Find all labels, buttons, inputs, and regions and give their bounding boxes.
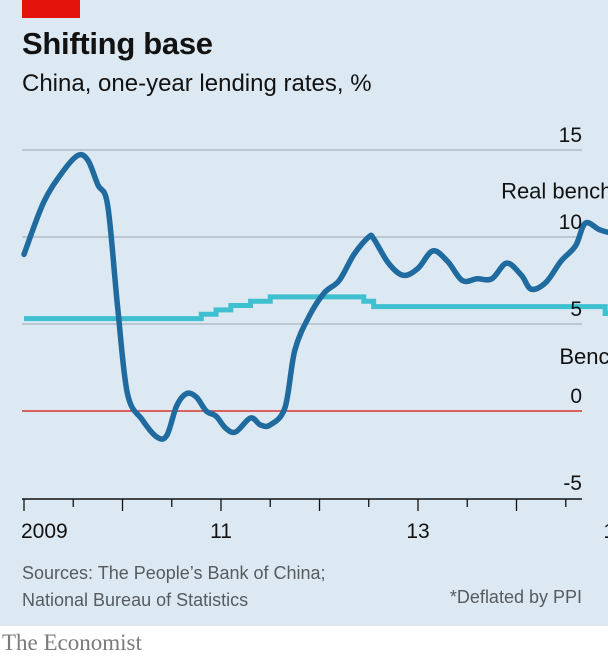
x-tick-label: 15 [603, 520, 608, 543]
chart-subtitle: China, one-year lending rates, % [22, 70, 372, 97]
benchmark-label: Benchmark [559, 344, 608, 369]
y-tick-label: 15 [559, 124, 582, 147]
footnote: *Deflated by PPI [449, 587, 582, 607]
chart-sources: Sources: The People’s Bank of China; Nat… [22, 560, 326, 614]
x-tick-label: 13 [406, 520, 429, 543]
real-benchmark-label: Real benchmark* [501, 179, 608, 204]
y-tick-label: 10 [559, 211, 582, 234]
sources-line-2: National Bureau of Statistics [22, 590, 249, 610]
x-tick-label: 11 [210, 520, 232, 543]
x-tick-label: 2009 [21, 520, 68, 543]
chart-card [0, 0, 608, 626]
publisher-logo: The Economist [2, 630, 142, 655]
chart-title: Shifting base [22, 26, 213, 61]
y-tick-label: -5 [563, 472, 582, 495]
benchmark-line [24, 294, 608, 322]
y-tick-label: 0 [570, 385, 582, 408]
brand-accent-tag [22, 0, 80, 18]
real-benchmark-line [21, 151, 608, 442]
sources-line-1: Sources: The People’s Bank of China; [22, 563, 326, 583]
y-tick-label: 5 [570, 298, 582, 321]
